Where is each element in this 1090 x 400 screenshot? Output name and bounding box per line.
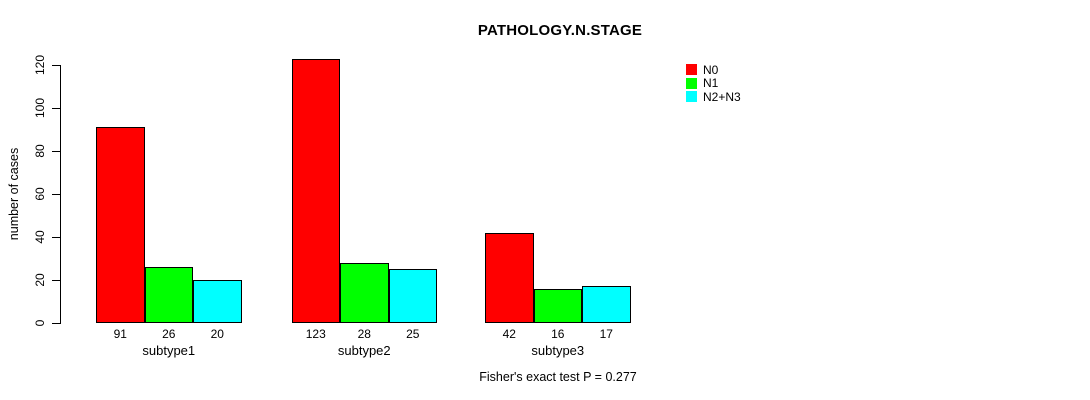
x-category-label-subtype3: subtype3 (531, 343, 585, 358)
bar-n2-n3-subtype3 (582, 286, 631, 323)
bar-value-label: 42 (502, 327, 516, 341)
y-axis-tick (52, 151, 60, 152)
y-axis-tick-label: 0 (33, 319, 47, 327)
x-category-label-subtype2: subtype2 (337, 343, 391, 358)
y-axis-tick-label: 40 (33, 230, 47, 244)
y-axis-label: number of cases (7, 147, 21, 241)
bar-value-label: 26 (162, 327, 176, 341)
legend-label-n2-n3: N2+N3 (703, 89, 741, 104)
y-axis-tick (52, 323, 60, 324)
fisher-test-annotation: Fisher's exact test P = 0.277 (479, 370, 637, 384)
y-axis-tick (52, 65, 60, 66)
bar-n1-subtype2 (340, 262, 389, 323)
y-axis-tick-label: 100 (33, 97, 47, 119)
bar-n1-subtype3 (533, 288, 582, 323)
y-axis-tick (52, 280, 60, 281)
x-category-label-subtype1: subtype1 (142, 343, 196, 358)
y-axis-tick-label: 20 (33, 273, 47, 287)
bar-value-label: 28 (357, 327, 371, 341)
bar-n2-n3-subtype2 (388, 269, 437, 323)
bar-value-label: 123 (305, 327, 326, 341)
legend-swatch-n2-n3 (686, 91, 697, 103)
bar-value-label: 91 (113, 327, 127, 341)
legend-label-n1: N1 (703, 76, 719, 91)
bar-value-label: 16 (551, 327, 565, 341)
bar-n2-n3-subtype1 (193, 280, 242, 323)
y-axis-line (60, 65, 61, 324)
y-axis-tick-label: 80 (33, 144, 47, 158)
y-axis-tick (52, 237, 60, 238)
bar-n0-subtype1 (96, 127, 145, 323)
bar-n1-subtype1 (144, 267, 193, 323)
y-axis-tick (52, 108, 60, 109)
legend-label-n0: N0 (703, 62, 719, 77)
y-axis-tick-label: 60 (33, 187, 47, 201)
chart-title: PATHOLOGY.N.STAGE (477, 22, 643, 39)
bar-value-label: 20 (210, 327, 224, 341)
bar-n0-subtype3 (485, 232, 534, 323)
bar-value-label: 25 (406, 327, 420, 341)
y-axis-tick (52, 194, 60, 195)
bar-n0-subtype2 (291, 58, 340, 323)
y-axis-tick-label: 120 (33, 54, 47, 76)
legend-swatch-n1 (686, 77, 697, 89)
legend-swatch-n0 (686, 64, 697, 75)
bar-value-label: 17 (599, 327, 613, 341)
